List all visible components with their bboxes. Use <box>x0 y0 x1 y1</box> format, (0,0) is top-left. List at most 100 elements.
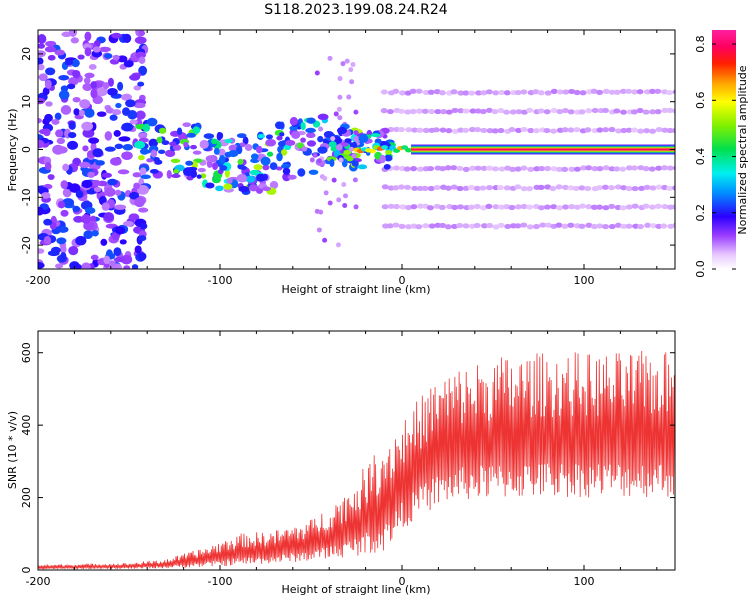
harmonic-dot <box>561 127 569 133</box>
harmonic-dot <box>508 126 516 133</box>
cluster-blob <box>277 141 286 147</box>
harmonic-dot <box>608 185 616 191</box>
harmonic-dot <box>550 107 558 114</box>
cluster-blob <box>238 186 250 193</box>
harmonic-dot <box>514 166 522 172</box>
transition-blob <box>405 148 413 153</box>
cluster-blob <box>186 132 196 138</box>
scatter-blob <box>92 46 101 53</box>
harmonic-dot <box>474 108 482 114</box>
cluster-blob <box>255 145 263 154</box>
cluster-blob <box>146 117 158 127</box>
scatter-blob <box>38 73 48 82</box>
harmonic-dot <box>520 203 528 210</box>
harmonic-dot <box>491 108 499 115</box>
cluster-blob <box>269 162 278 171</box>
scatter-blob <box>62 163 70 172</box>
scatter-blob <box>44 79 52 89</box>
scatter-blob <box>110 157 122 166</box>
chart-title: S118.2023.199.08.24.R24 <box>264 2 447 18</box>
harmonic-dot <box>601 184 609 190</box>
harmonic-dot <box>474 126 482 133</box>
harmonic-dot <box>590 223 598 230</box>
scatter-blob <box>79 99 91 109</box>
transition-blob <box>401 145 409 150</box>
scatter-blob <box>82 128 95 138</box>
harmonic-dot <box>380 89 388 95</box>
spectrogram-x-tick-label: -200 <box>26 274 51 287</box>
harmonic-dot <box>434 222 442 228</box>
scatter-blob <box>336 106 342 112</box>
scatter-blob <box>51 118 60 125</box>
colorbar-tick-label: 0.0 <box>694 260 707 278</box>
harmonic-dot <box>638 185 646 191</box>
cluster-blob <box>200 173 207 179</box>
harmonic-dot <box>561 223 569 229</box>
scatter-blob <box>88 64 97 70</box>
scatter-blob <box>109 114 118 121</box>
harmonic-dot <box>497 222 505 228</box>
scatter-blob <box>123 60 134 68</box>
spectrogram-marks <box>38 30 675 269</box>
cluster-blob <box>171 173 181 179</box>
scatter-blob <box>133 85 142 91</box>
scatter-blob <box>52 144 65 155</box>
harmonic-dot <box>498 89 506 96</box>
harmonic-dot <box>450 223 458 230</box>
snr-y-tick-label: 600 <box>20 342 33 363</box>
harmonic-dot <box>451 128 459 134</box>
scatter-blob <box>38 139 45 149</box>
scatter-blob <box>111 232 120 241</box>
scatter-blob <box>96 87 108 97</box>
harmonic-dot <box>462 185 470 191</box>
harmonic-dot <box>556 108 564 115</box>
scatter-blob <box>318 209 324 215</box>
scatter-blob <box>132 172 142 178</box>
scatter-blob <box>353 204 359 210</box>
scatter-blob <box>134 245 142 254</box>
harmonic-dot <box>403 166 411 172</box>
harmonic-dot <box>486 165 494 171</box>
scatter-blob <box>111 109 122 116</box>
scatter-blob <box>107 178 118 186</box>
harmonic-dot <box>428 108 436 115</box>
cluster-blob <box>275 166 283 171</box>
harmonic-dot <box>562 184 570 190</box>
harmonic-dot <box>631 185 639 192</box>
harmonic-dot <box>636 107 644 114</box>
harmonic-dot <box>421 185 429 191</box>
snr-frame <box>37 330 676 571</box>
harmonic-dot <box>596 185 604 191</box>
scatter-blob <box>103 255 111 265</box>
cluster-blob <box>300 137 306 143</box>
scatter-blob <box>60 105 72 115</box>
scatter-blob <box>346 94 352 100</box>
scatter-blob <box>349 79 355 85</box>
scatter-blob <box>73 263 82 269</box>
harmonic-dot <box>520 126 528 133</box>
scatter-blob <box>60 252 67 261</box>
scatter-blob <box>45 40 57 47</box>
harmonic-dot <box>615 128 623 134</box>
harmonic-dot <box>660 223 668 229</box>
cluster-blob <box>289 117 299 126</box>
scatter-blob <box>107 77 115 87</box>
scatter-blob <box>121 122 134 132</box>
harmonic-dot <box>426 205 434 211</box>
harmonic-dot <box>561 107 569 114</box>
scatter-blob <box>350 61 356 67</box>
harmonic-dot <box>416 166 424 172</box>
scatter-blob <box>90 81 97 89</box>
scatter-blob <box>312 152 318 158</box>
harmonic-dot <box>497 127 505 134</box>
harmonic-dot <box>520 222 528 228</box>
harmonic-dot <box>573 89 581 96</box>
harmonic-dot <box>602 107 610 114</box>
harmonic-dot <box>654 88 662 94</box>
harmonic-dot <box>568 88 576 95</box>
scatter-blob <box>138 65 148 76</box>
scatter-blob <box>77 54 85 60</box>
snr-y-label: SNR (10 * v/v) <box>6 411 19 489</box>
harmonic-dot <box>439 166 447 172</box>
cluster-blob <box>289 125 298 131</box>
